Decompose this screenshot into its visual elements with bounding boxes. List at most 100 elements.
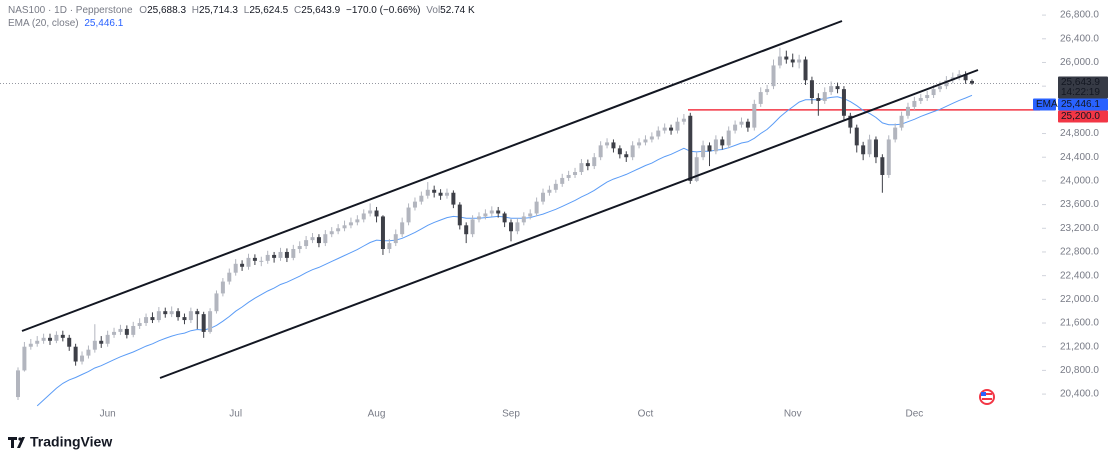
- candle-body: [412, 201, 417, 208]
- candle-body: [144, 317, 149, 324]
- candle-body: [483, 213, 488, 217]
- candle-body: [573, 172, 578, 175]
- x-tick-label: Aug: [368, 409, 386, 420]
- candle-body: [707, 145, 712, 152]
- candle-body: [957, 74, 962, 78]
- x-tick-label: Jul: [229, 409, 242, 420]
- candle-body: [368, 210, 373, 214]
- candle-body: [60, 334, 65, 338]
- candle-body: [195, 311, 200, 315]
- candle-body: [605, 142, 610, 146]
- low-value: 25,624.5: [249, 5, 288, 16]
- candle-body: [214, 293, 219, 312]
- candle-body: [342, 225, 347, 229]
- candle-body: [886, 139, 891, 175]
- logo-dot: [18, 437, 22, 441]
- candle-body: [803, 59, 808, 81]
- candle-body: [765, 89, 770, 93]
- candle-body: [297, 246, 302, 250]
- x-tick-label: Dec: [905, 409, 923, 420]
- ema-tag-label: 25,446.1: [1061, 99, 1100, 110]
- candle-body: [822, 92, 827, 101]
- candle-body: [758, 92, 763, 104]
- candle-body: [643, 139, 648, 143]
- candle-body: [419, 195, 424, 202]
- candle-body: [374, 210, 379, 217]
- candle-body: [220, 281, 225, 294]
- candle-body: [41, 337, 46, 341]
- x-tick-label: Sep: [502, 409, 520, 420]
- candle-body: [387, 243, 392, 250]
- plot-area: 20,400.0 20,800.0 21,200.0 21,600.0 22,000.0…: [0, 10, 1099, 420]
- candle-body: [835, 86, 840, 90]
- candle-body: [188, 311, 193, 321]
- candle-body: [841, 89, 846, 116]
- candle-body: [451, 192, 456, 205]
- candle-body: [861, 145, 866, 155]
- candle-body: [169, 311, 174, 315]
- candle-body: [515, 222, 520, 232]
- candle-body: [284, 251, 289, 258]
- candle-body: [912, 100, 917, 107]
- candle-body: [105, 334, 110, 344]
- candle-body: [316, 237, 321, 244]
- y-tick-label: 21,600.0: [1060, 318, 1099, 329]
- candle-body: [156, 311, 161, 321]
- y-tick-label: 24,800.0: [1060, 128, 1099, 139]
- candle-body: [496, 210, 501, 214]
- candle-body: [240, 263, 245, 267]
- flag-stripe: [982, 398, 992, 400]
- candle-body: [99, 340, 104, 344]
- candle-body: [739, 121, 744, 125]
- candle-body: [726, 130, 731, 146]
- candle-body: [630, 145, 635, 158]
- candle-body: [163, 311, 168, 315]
- candle-body: [355, 219, 360, 223]
- candle-body: [444, 192, 449, 196]
- logo: TradingView: [8, 434, 112, 450]
- y-tick-label: 23,200.0: [1060, 223, 1099, 234]
- candle-body: [566, 174, 571, 178]
- candle-body: [176, 311, 181, 318]
- candle-body: [579, 163, 584, 173]
- low-label: L: [244, 5, 250, 16]
- candle-body: [777, 56, 782, 66]
- candle-body: [867, 139, 872, 155]
- candle-body: [547, 189, 552, 193]
- candle-body: [400, 222, 405, 235]
- trendline-lower: [159, 69, 979, 379]
- candle-body: [931, 89, 936, 96]
- y-tick-label: 22,000.0: [1060, 294, 1099, 305]
- y-tick-label: 22,800.0: [1060, 247, 1099, 258]
- candle-body: [617, 148, 622, 155]
- candle-body: [265, 254, 270, 261]
- candle-body: [48, 337, 53, 341]
- y-tick-label: 20,800.0: [1060, 365, 1099, 376]
- flag-stripe: [982, 393, 992, 395]
- candle-body: [464, 225, 469, 235]
- y-tick-label: 24,400.0: [1060, 152, 1099, 163]
- candle-body: [637, 142, 642, 146]
- y-tick-label: 26,400.0: [1060, 33, 1099, 44]
- candle-body: [201, 314, 206, 332]
- candle-body: [816, 98, 821, 101]
- candle-body: [425, 189, 430, 196]
- close-value: 25,643.9: [301, 5, 340, 16]
- candle-body: [528, 213, 533, 217]
- candle-body: [854, 127, 859, 146]
- candle-body: [329, 231, 334, 235]
- candle-body: [688, 115, 693, 181]
- candle-body: [291, 249, 296, 258]
- candle-body: [208, 311, 213, 332]
- close-label: C: [294, 5, 301, 16]
- candle-body: [118, 328, 123, 332]
- ema-tag: [1058, 98, 1108, 111]
- candle-body: [752, 103, 757, 128]
- candle-body: [797, 59, 802, 63]
- candle-body: [348, 222, 353, 226]
- candle-body: [937, 86, 942, 90]
- candle-body: [112, 331, 117, 335]
- flag-icon: [979, 389, 995, 405]
- candle-body: [304, 240, 309, 247]
